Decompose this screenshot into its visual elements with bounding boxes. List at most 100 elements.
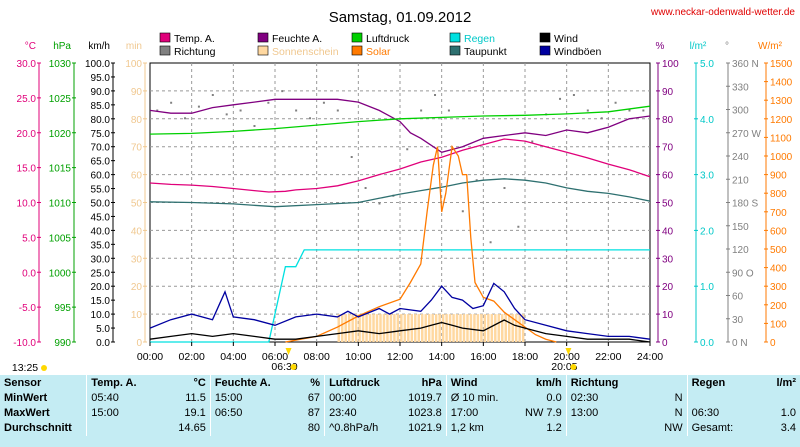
temp-tick: -5.0 bbox=[19, 303, 37, 314]
direction-tick: 240 bbox=[732, 152, 749, 163]
time-tick-label: 14:00 bbox=[429, 351, 455, 363]
sunshine-tick: 100 bbox=[125, 59, 142, 70]
sunshine-bar bbox=[344, 314, 347, 342]
series-line-windb-en bbox=[149, 282, 651, 340]
humidity-time: 06:50 bbox=[209, 406, 279, 421]
series-line-luftdruck bbox=[149, 105, 651, 135]
humidity-tick: 90 bbox=[662, 87, 674, 98]
sunshine-tick: 90 bbox=[131, 87, 143, 98]
website-url[interactable]: www.neckar-odenwald-wetter.de bbox=[650, 7, 795, 18]
pressure-tick: 1025 bbox=[49, 94, 72, 105]
stats-row-average: Durchschnitt 14.65 80 ^0.8hPa/h 1021.9 1… bbox=[0, 421, 800, 436]
sunshine-bar bbox=[455, 314, 459, 342]
sunshine-bar bbox=[410, 314, 414, 342]
temp-tick: 20.0 bbox=[17, 129, 37, 140]
wind-tick: 65.0 bbox=[91, 157, 111, 168]
direction-point bbox=[184, 117, 187, 120]
pressure-tick: 1010 bbox=[49, 199, 72, 210]
legend-label-direction: Richtung bbox=[174, 46, 216, 58]
legend-swatch-humidity bbox=[257, 32, 269, 43]
temp-value: 19.1 bbox=[184, 407, 206, 419]
sunshine-tick: 60 bbox=[131, 171, 143, 182]
sunshine-tick: 70 bbox=[131, 143, 143, 154]
rain-tick: 3.0 bbox=[700, 171, 714, 182]
sunshine-bar bbox=[445, 314, 448, 342]
direction-point bbox=[322, 101, 325, 104]
direction-point bbox=[614, 101, 617, 104]
direction-point bbox=[253, 125, 256, 127]
legend: Temp. A. Feuchte A. Luftdruck Regen Wind Rich… bbox=[159, 32, 601, 58]
wind-tick: 30.0 bbox=[91, 254, 111, 265]
rain-value: 1.0 bbox=[780, 407, 796, 419]
wind-tick: 50.0 bbox=[91, 199, 111, 210]
legend-swatch-direction bbox=[159, 45, 171, 56]
direction-tick: 60 bbox=[732, 292, 744, 303]
chart-title: Samstag, 01.09.2012 bbox=[329, 9, 472, 26]
temp-unit: °C bbox=[193, 376, 206, 389]
sunshine-bar bbox=[494, 314, 497, 342]
sunshine-bar bbox=[407, 314, 410, 342]
solar-tick: 1000 bbox=[770, 152, 793, 163]
sunshine-bar bbox=[501, 314, 504, 342]
direction-point bbox=[364, 187, 367, 189]
humidity-tick: 60 bbox=[662, 171, 674, 182]
legend-label-wind: Wind bbox=[554, 33, 578, 45]
rain-axis-unit: l/m² bbox=[690, 41, 707, 52]
pressure-value: 1023.8 bbox=[408, 407, 442, 419]
legend-swatch-wind bbox=[539, 32, 551, 43]
sunshine-bar bbox=[473, 314, 476, 342]
sunshine-bar bbox=[497, 314, 501, 342]
sensor-header: Sensor bbox=[4, 376, 42, 389]
temp-time: 15:00 bbox=[86, 406, 155, 421]
sunshine-bar bbox=[375, 314, 379, 342]
solar-tick: 1200 bbox=[770, 115, 793, 126]
direction-point bbox=[531, 140, 534, 143]
series-line-temp-a bbox=[149, 138, 651, 193]
time-tick-label: 16:00 bbox=[470, 351, 496, 363]
humidity-value: 67 bbox=[307, 392, 321, 404]
stats-row-min: MinWert 05:40 11.5 15:00 67 00:00 1019.7… bbox=[0, 391, 800, 406]
time-axis: 00:00 02:00 04:00 06:00 08:00 10:00 12:00 14:00… bbox=[137, 342, 663, 363]
sunshine-axis-unit: min bbox=[126, 41, 142, 52]
sunshine-bar bbox=[434, 314, 438, 342]
legend-swatch-pressure bbox=[351, 32, 363, 43]
weather-chart: Samstag, 01.09.2012 www.neckar-odenwald-… bbox=[12, 7, 796, 374]
sunshine-bar bbox=[504, 314, 507, 342]
wind-tick: 25.0 bbox=[91, 268, 111, 279]
solar-tick: 500 bbox=[770, 245, 787, 256]
sunshine-bar bbox=[414, 314, 417, 342]
direction-point bbox=[309, 117, 312, 120]
solar-tick: 1100 bbox=[770, 133, 792, 144]
direction-point bbox=[267, 101, 270, 104]
sunshine-tick: 50 bbox=[131, 199, 143, 210]
direction-point bbox=[503, 187, 506, 189]
humidity-unit: % bbox=[310, 376, 321, 389]
rain-tick: 0.0 bbox=[700, 338, 714, 349]
solar-tick: 0 bbox=[770, 338, 776, 349]
sunset-marker-icon bbox=[565, 348, 572, 355]
sunshine-bar bbox=[448, 314, 452, 342]
statistics-table: Sensor Temp. A. °C Feuchte A. % Luftdruc… bbox=[0, 375, 800, 436]
wind-tick: 75.0 bbox=[91, 129, 111, 140]
pressure-tick: 990 bbox=[54, 338, 71, 349]
solar-tick: 100 bbox=[770, 319, 787, 330]
sunshine-bar bbox=[386, 314, 389, 342]
rain-tick: 2.0 bbox=[700, 226, 714, 237]
series-line-feuchte-a bbox=[149, 98, 651, 154]
statistics-panel: Sensor Temp. A. °C Feuchte A. % Luftdruc… bbox=[0, 375, 800, 447]
wind-tick: 85.0 bbox=[91, 101, 111, 112]
time-tick-label: 04:00 bbox=[220, 351, 246, 363]
direction-point bbox=[350, 156, 353, 158]
direction-axis-unit: ° bbox=[725, 41, 729, 52]
sunshine-bar bbox=[358, 314, 361, 342]
direction-point bbox=[295, 109, 298, 112]
direction-value: NW bbox=[664, 422, 683, 434]
direction-point bbox=[489, 241, 492, 244]
time-tick-label: 22:00 bbox=[595, 351, 621, 363]
sunshine-bar bbox=[438, 314, 441, 342]
sunshine-bar bbox=[337, 314, 340, 342]
wind-header: Wind bbox=[445, 375, 510, 391]
sunshine-bar bbox=[441, 314, 445, 342]
wind-time: 17:00 bbox=[445, 406, 510, 421]
sun-markers: 06:39 20:05 13:25 bbox=[12, 348, 578, 374]
